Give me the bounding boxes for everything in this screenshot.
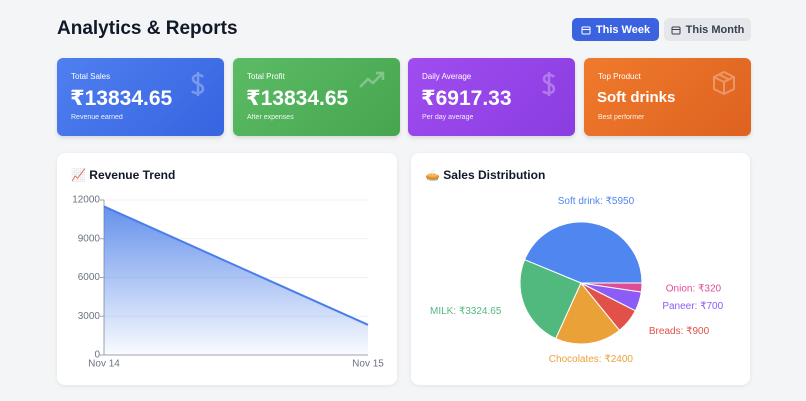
stat-card: Total Sales ₹13834.65 Revenue earned (57, 58, 224, 136)
x-tick-label: Nov 14 (88, 359, 120, 370)
card-value: Soft drinks (597, 89, 676, 106)
chart-title: 📈 Revenue Trend (71, 168, 175, 182)
chart-title: 🥧 Sales Distribution (425, 168, 545, 182)
card-label: Total Profit (247, 72, 285, 81)
dollar-icon (541, 72, 556, 96)
revenue-panel: 📈 Revenue Trend 0 3000 6000 9000 12000 Nov 14… (57, 153, 397, 385)
this-week-button[interactable]: This Week (572, 18, 659, 41)
slice-label: Paneer: ₹700 (662, 301, 723, 312)
calendar-icon (581, 26, 591, 34)
card-value: ₹13834.65 (70, 87, 173, 110)
slice-label: Chocolates: ₹2400 (549, 354, 634, 365)
calendar-icon (671, 26, 681, 34)
card-note: Best performer (598, 114, 645, 121)
pie-slice (555, 282, 621, 345)
distribution-panel: 🥧 Sales Distribution Soft drink: ₹5950 MI… (411, 153, 750, 385)
card-value: ₹13834.65 (246, 87, 349, 110)
slice-label: Onion: ₹320 (666, 283, 722, 294)
slice-label: Soft drink: ₹5950 (558, 196, 635, 207)
card-label: Daily Average (422, 72, 472, 81)
line (103, 205, 369, 326)
pie-slice (523, 221, 643, 284)
stat-card: Total Profit ₹13834.65 After expenses (233, 58, 400, 136)
card-label: Top Product (598, 72, 641, 81)
card-value: ₹6917.33 (421, 87, 512, 110)
slice-label: MILK: ₹3324.65 (430, 306, 502, 317)
line-chart: 📈 Revenue Trend 0 3000 6000 9000 12000 Nov 14… (71, 168, 384, 370)
box-icon (713, 70, 735, 96)
button-label: This Week (595, 23, 651, 36)
dollar-icon (190, 72, 205, 96)
area (104, 206, 368, 355)
pie-slice (580, 282, 643, 293)
page-title: Analytics & Reports (57, 18, 238, 39)
card-note: Revenue earned (71, 114, 123, 121)
y-tick-label: 3000 (78, 311, 101, 322)
button-label: This Month (685, 23, 745, 36)
y-tick-label: 0 (94, 350, 100, 361)
this-month-button[interactable]: This Month (664, 18, 751, 41)
slice-label: Breads: ₹900 (649, 326, 710, 337)
card-label: Total Sales (71, 72, 111, 81)
trend-icon (359, 71, 385, 88)
stat-card: Top Product Soft drinks Best performer (584, 58, 751, 136)
pie-slice (519, 259, 582, 340)
y-tick-label: 6000 (78, 272, 101, 283)
x-tick-label: Nov 15 (352, 359, 384, 370)
y-tick-label: 12000 (72, 195, 100, 206)
card-note: Per day average (422, 114, 474, 121)
card-note: After expenses (247, 114, 294, 121)
stat-card: Daily Average ₹6917.33 Per day average (408, 58, 575, 136)
y-tick-label: 9000 (78, 233, 101, 244)
pie-chart: 🥧 Sales Distribution Soft drink: ₹5950 MI… (425, 168, 724, 365)
